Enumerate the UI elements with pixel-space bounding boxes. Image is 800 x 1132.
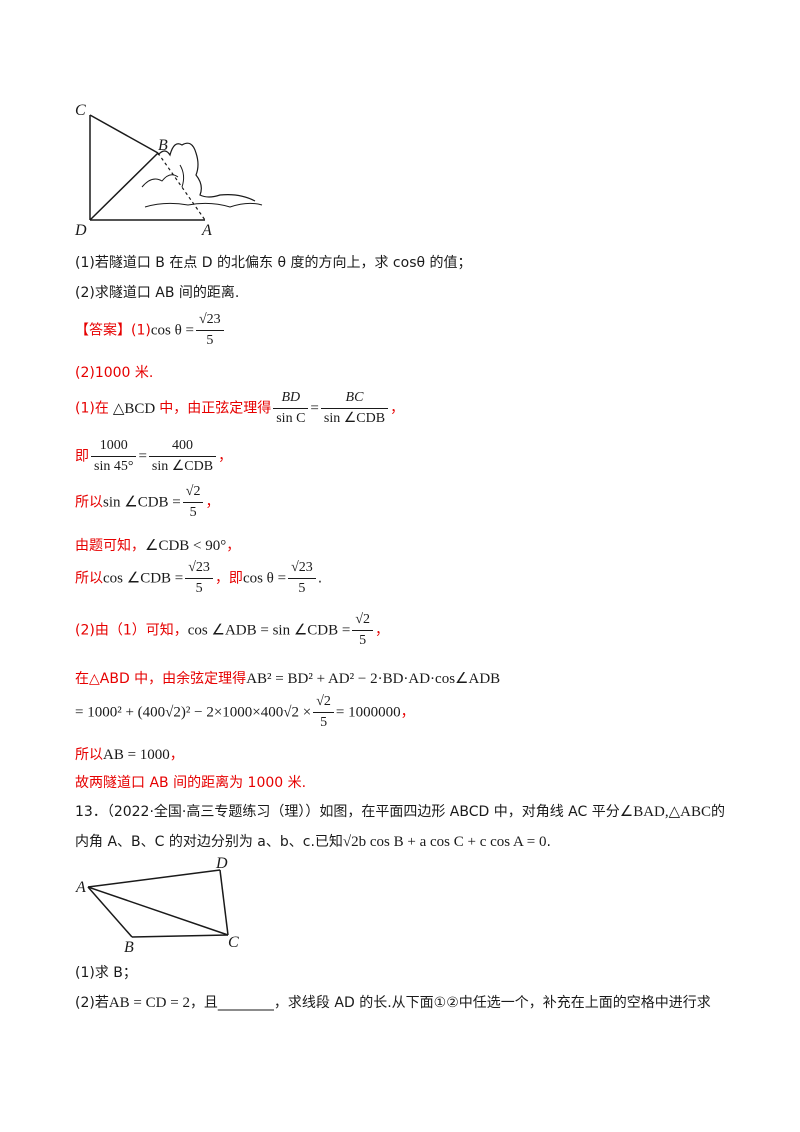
q13-line-2: 内角 A、B、C 的对边分别为 a、b、c.已知√2b cos B + a co… [75,834,551,850]
segment-ac [87,886,229,936]
solution-step-9: 所以AB = 1000， [75,747,184,763]
segment-db [89,152,159,221]
label-a2: A [75,879,86,896]
solution-step-2: 即 1000 sin 45° = 400 sin ∠CDB， [75,438,233,474]
solution-step-1: (1)在 △BCD 中，由正弦定理得 BD sin C = BC sin ∠CDB， [75,390,405,426]
segment-ba-dashed [157,152,206,221]
solution-step-5: 所以cos ∠CDB = √23 5 ，即cos θ = √23 5. [75,560,323,596]
segment-dc [219,869,229,936]
segment-ad [87,869,221,888]
segment-ab [87,886,133,938]
mountain-outline [157,142,256,202]
q13-part2: (2)若AB = CD = 2，且________，求线段 AD 的长.从下面①… [75,995,711,1011]
q12-part2: (2)求隧道口 AB 间的距离. [75,285,240,301]
q12-part1: (1)若隧道口 B 在点 D 的北偏东 θ 度的方向上，求 cosθ 的值； [75,255,472,271]
answer-tag: 【答案】 [75,322,131,339]
q13-line-1: 13．（2022·全国·高三专题练习（理））如图，在平面四边形 ABCD 中，对… [75,804,725,820]
mountain-detail [141,174,179,188]
label-b: B [158,137,168,154]
solution-step-7: 在△ABD 中，由余弦定理得AB² = BD² + AD² − 2·BD·AD·… [75,671,501,687]
solution-step-8: = 1000² + (400√2)² − 2×1000×400√2 × √2 5 = … [75,694,415,730]
q13-part1: (1)求 B； [75,965,137,981]
label-d: D [74,222,87,239]
answer-1-fraction: √23 5 [195,312,224,349]
segment-bc [131,934,229,938]
answer-line-2: (2)1000 米. [75,365,154,381]
label-c2: C [228,934,239,951]
solution-step-4: 由题可知，∠CDB < 90°， [75,538,241,554]
label-b2: B [124,939,134,955]
solution-conclusion: 故两隧道口 AB 间的距离为 1000 米. [75,775,307,791]
answer-1-lhs: cos θ = [150,322,194,339]
label-c: C [75,102,86,119]
mountain-ridge [179,164,185,188]
solution-step-6: (2)由（1）可知，cos ∠ADB = sin ∠CDB = √2 5， [75,612,390,648]
tunnel-figure: C B D A [74,102,263,239]
quadrilateral-figure: A B C D [75,855,239,955]
solution-step-3: 所以sin ∠CDB = √2 5， [75,484,220,520]
segment-cb [89,114,159,154]
answer-1-prefix: (1) [131,322,151,339]
ground-line [144,202,263,208]
label-d2: D [215,855,228,872]
answer-line-1: 【答案】(1)cos θ = √23 5 [75,312,226,349]
label-a: A [201,222,212,239]
